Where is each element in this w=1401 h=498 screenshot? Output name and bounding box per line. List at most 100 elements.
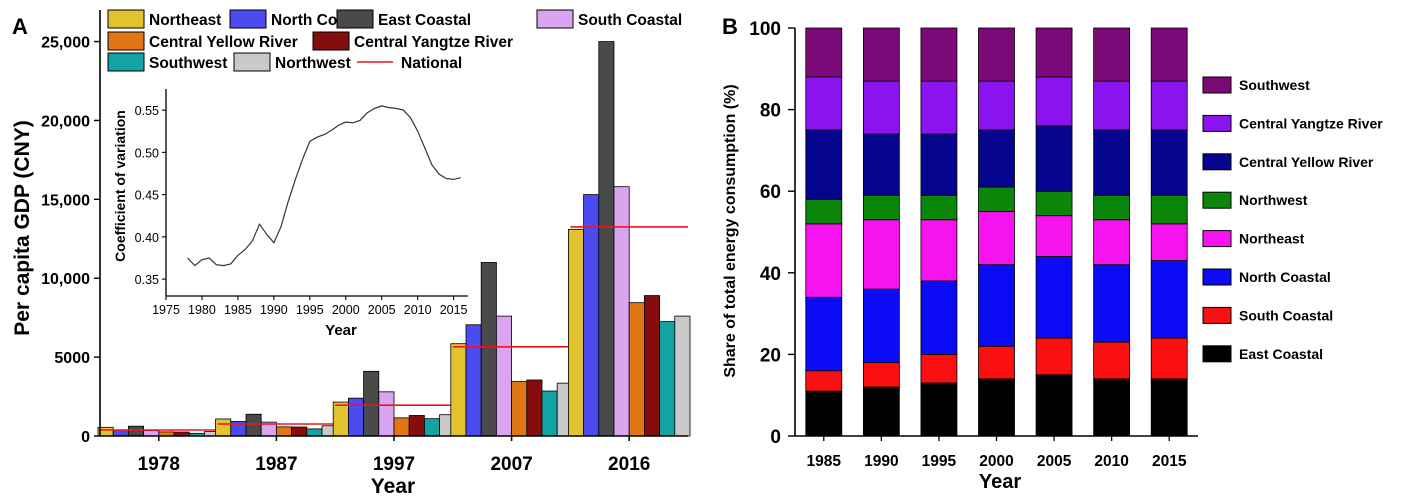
inset-y-tick-label: 0.40: [135, 231, 159, 245]
legend-swatch-central-yangtze-river: [1202, 114, 1232, 132]
segment-south-coastal-2010: [1093, 341, 1131, 380]
segment-central-yellow-river-2000: [978, 129, 1015, 188]
segment-central-yellow-river-2010: [1093, 129, 1131, 196]
panel-b-x-axis-title: Year: [979, 471, 1021, 493]
legend-swatch-northeast: [1202, 230, 1232, 248]
bar-east-coastal-2007: [480, 262, 497, 437]
segment-east-coastal-2010: [1093, 378, 1131, 437]
bar-central-yellow-river-2016: [628, 302, 645, 437]
segment-south-coastal-2005: [1035, 337, 1073, 376]
segment-east-coastal-2015: [1150, 378, 1188, 437]
y-tick-label: 80: [760, 101, 781, 122]
segment-central-yellow-river-1985: [805, 129, 843, 200]
legend-swatch-central-yangtze-river: [312, 31, 350, 51]
bar-east-coastal-1997: [363, 370, 380, 437]
inset-x-tick-label: 1980: [188, 303, 216, 317]
legend-label: Southwest: [149, 55, 227, 72]
inset-y-tick-label: 0.55: [135, 104, 159, 118]
inset-y-axis-title: Coefficient of variation: [112, 110, 128, 262]
bar-north-coastal-1978: [112, 429, 129, 437]
x-tick-label: 1995: [922, 453, 957, 470]
bar-central-yellow-river-2007: [511, 381, 528, 437]
y-tick-label: 15,000: [41, 192, 90, 209]
x-tick-label: 1990: [864, 453, 898, 470]
y-tick-label: 60: [760, 182, 781, 203]
legend-label: Central Yangtze River: [354, 34, 513, 51]
bar-central-yellow-river-1987: [275, 426, 292, 437]
legend-label-national: National: [401, 55, 462, 72]
legend-swatch-northeast: [107, 9, 145, 29]
bar-south-coastal-2007: [495, 315, 512, 437]
legend-swatch-southwest: [107, 52, 145, 72]
x-tick-label: 1978: [138, 454, 180, 475]
legend-swatch-east-coastal: [336, 9, 374, 29]
segment-northwest-1995: [920, 194, 958, 221]
y-tick-label: 5000: [54, 350, 90, 367]
segment-northeast-1990: [862, 219, 900, 290]
x-tick-label: 1985: [807, 453, 842, 470]
segment-north-coastal-1995: [920, 280, 958, 355]
segment-central-yangtze-river-2015: [1150, 80, 1188, 131]
segment-central-yellow-river-1990: [862, 133, 900, 196]
x-tick-label: 2007: [490, 454, 532, 475]
panel-b-plot-area: 1985 1990 1995 2000 2005 2010 2015 0 20 40 60 80 100: [749, 19, 1198, 470]
inset-x-axis-title: Year: [325, 322, 357, 339]
segment-southwest-2010: [1093, 27, 1131, 82]
segment-central-yangtze-river-1990: [862, 80, 900, 135]
legend-swatch-south-coastal: [536, 9, 574, 29]
panel-b-label: B: [722, 14, 738, 39]
inset-x-tick-label: 1995: [296, 303, 324, 317]
y-tick-label: 25,000: [41, 35, 90, 52]
segment-southwest-2015: [1150, 27, 1188, 82]
x-tick-label: 2010: [1094, 453, 1128, 470]
legend-swatch-central-yellow-river: [107, 31, 145, 51]
segment-southwest-1985: [805, 27, 843, 78]
bar-central-yellow-river-1997: [393, 417, 410, 437]
segment-east-coastal-2000: [978, 378, 1015, 437]
segment-central-yangtze-river-2010: [1093, 80, 1131, 131]
segment-northwest-1990: [862, 194, 900, 221]
segment-south-coastal-2015: [1150, 337, 1188, 380]
bar-southwest-1987: [306, 428, 323, 437]
y-tick-label: 20,000: [41, 113, 90, 130]
legend-label: Northwest: [275, 55, 351, 72]
legend-label: Northeast: [1239, 231, 1305, 247]
segment-central-yellow-river-2005: [1035, 125, 1073, 192]
segment-central-yangtze-river-2000: [978, 80, 1015, 131]
panel-a-label: A: [12, 14, 28, 39]
y-tick-label: 100: [749, 19, 781, 40]
segment-northwest-2005: [1035, 190, 1073, 217]
bar-northeast-2007: [450, 343, 467, 437]
y-tick-label: 0: [770, 427, 781, 448]
panel-a-legend: Northeast North Coastal East Coastal South …: [107, 9, 682, 72]
bar-northeast-2016: [568, 228, 585, 437]
x-tick-label: 1997: [373, 454, 415, 475]
legend-label: Northwest: [1239, 192, 1308, 208]
bar-east-coastal-1987: [245, 413, 262, 437]
legend-label: North Coastal: [1239, 269, 1331, 285]
legend-swatch-southwest: [1202, 76, 1232, 94]
panel-b-y-axis-title: Share of total energy consumption (%): [722, 84, 739, 377]
bar-north-coastal-2007: [465, 324, 482, 437]
segment-central-yangtze-river-2005: [1035, 76, 1073, 127]
segment-southwest-2005: [1035, 27, 1073, 78]
legend-label: Northeast: [149, 12, 221, 29]
panel-a-plot-area: 1978 1987 1997 2007 2016 0 5000 10,000 15,000 20,…: [41, 10, 691, 475]
inset-y-tick-label: 0.45: [135, 189, 159, 203]
legend-label: Central Yellow River: [149, 34, 298, 51]
segment-northwest-2015: [1150, 194, 1188, 225]
bar-central-yangtze-river-2007: [526, 379, 543, 437]
legend-label: South Coastal: [1239, 307, 1333, 323]
segment-south-coastal-2000: [978, 345, 1015, 380]
panel-a-y-axis-title: Per capita GDP (CNY): [11, 120, 34, 336]
legend-label: Southwest: [1239, 77, 1310, 93]
inset-x-tick-label: 1985: [224, 303, 252, 317]
segment-north-coastal-1990: [862, 288, 900, 363]
segment-east-coastal-1985: [805, 390, 843, 437]
inset-x-tick-label: 2010: [404, 303, 432, 317]
legend-swatch-central-yellow-river: [1202, 153, 1232, 171]
segment-north-coastal-2005: [1035, 256, 1073, 339]
panel-a: A 1978 1987 1997 2007 2016 0 5000 10,000 15,000 2…: [11, 9, 691, 498]
bar-northeast-1987: [215, 418, 232, 437]
